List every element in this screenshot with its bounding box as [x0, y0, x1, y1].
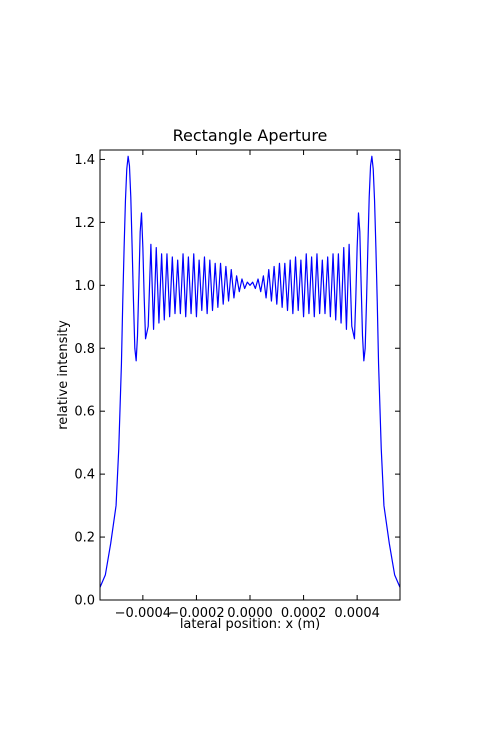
chart-title: Rectangle Aperture: [173, 126, 328, 145]
y-tick-label: 0.8: [74, 342, 95, 357]
y-tick-label: 1.2: [74, 216, 95, 231]
x-tick-label: 0.0000: [227, 606, 273, 621]
series-layer: [99, 155, 401, 588]
y-tick-label: 0.6: [74, 405, 95, 420]
y-tick-label: 0.2: [74, 531, 95, 546]
plot-background: [100, 150, 400, 600]
y-tick-label: 1.0: [74, 279, 95, 294]
y-tick-label: 0.0: [74, 594, 95, 609]
y-axis-label: relative intensity: [56, 320, 71, 430]
x-tick-label: −0.0004: [115, 606, 171, 621]
x-axis-label: lateral position: x (m): [180, 617, 320, 632]
x-tick-label: 0.0002: [281, 606, 327, 621]
y-tick-label: 1.4: [74, 153, 95, 168]
series-line-0: [99, 155, 401, 588]
y-tick-label: 0.4: [74, 468, 95, 483]
x-axis-ticks: −0.0004−0.0002 0.0000 0.0002 0.0004: [115, 150, 380, 621]
x-tick-label: 0.0004: [334, 606, 380, 621]
plot-area: [99, 149, 401, 601]
y-axis-ticks: 0.0 0.2 0.4 0.6 0.8 1.0 1.2 1.4: [74, 153, 400, 609]
x-tick-label: −0.0002: [168, 606, 224, 621]
